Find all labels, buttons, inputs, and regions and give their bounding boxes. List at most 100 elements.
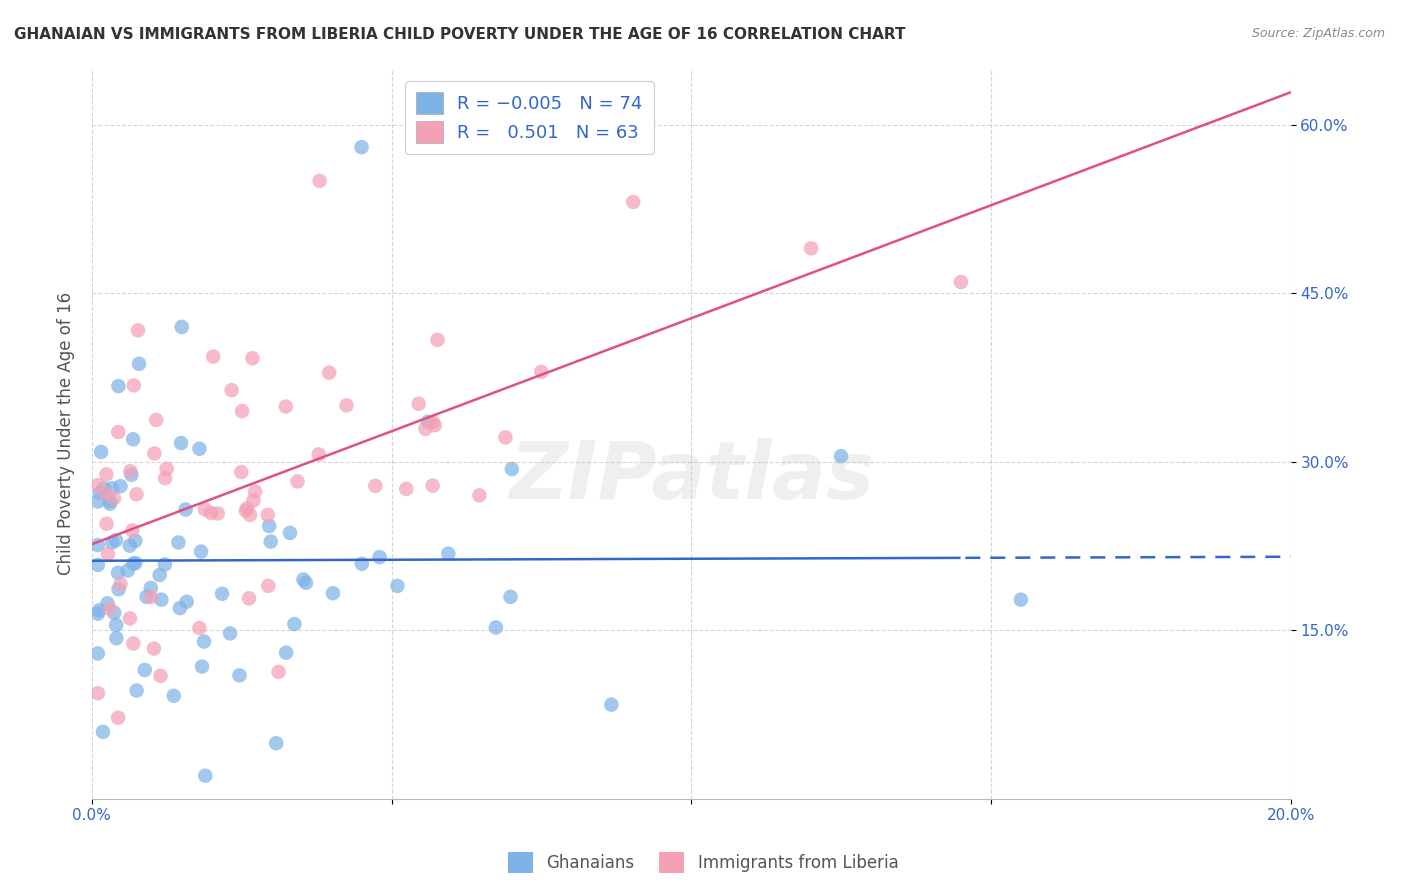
- Point: [103, 606, 125, 620]
- Point: [128, 357, 150, 371]
- Point: [98, 602, 121, 616]
- Point: [231, 465, 253, 479]
- Point: [98, 494, 121, 508]
- Point: [387, 579, 409, 593]
- Point: [600, 698, 623, 712]
- Point: [107, 582, 129, 597]
- Point: [322, 586, 344, 600]
- Point: [170, 436, 193, 450]
- Point: [368, 550, 391, 565]
- Point: [274, 646, 297, 660]
- Point: [142, 641, 165, 656]
- Point: [87, 647, 110, 661]
- Point: [239, 508, 262, 522]
- Point: [295, 575, 318, 590]
- Point: [101, 481, 124, 495]
- Point: [219, 626, 242, 640]
- Point: [242, 493, 264, 508]
- Point: [335, 398, 357, 412]
- Point: [149, 568, 172, 582]
- Point: [139, 581, 162, 595]
- Legend: R = −0.005   N = 74, R =   0.501   N = 63: R = −0.005 N = 74, R = 0.501 N = 63: [405, 81, 654, 154]
- Point: [101, 535, 124, 549]
- Point: [124, 533, 146, 548]
- Point: [318, 366, 340, 380]
- Point: [118, 539, 141, 553]
- Text: GHANAIAN VS IMMIGRANTS FROM LIBERIA CHILD POVERTY UNDER THE AGE OF 16 CORRELATIO: GHANAIAN VS IMMIGRANTS FROM LIBERIA CHIL…: [14, 27, 905, 42]
- Point: [267, 665, 290, 679]
- Point: [87, 603, 110, 617]
- Point: [176, 595, 198, 609]
- Point: [139, 590, 162, 604]
- Point: [87, 478, 110, 492]
- Point: [150, 592, 173, 607]
- Point: [127, 323, 149, 337]
- Point: [121, 524, 143, 538]
- Point: [174, 502, 197, 516]
- Point: [350, 140, 373, 154]
- Point: [423, 418, 446, 433]
- Point: [257, 519, 280, 533]
- Point: [416, 415, 439, 429]
- Point: [153, 471, 176, 485]
- Point: [89, 486, 111, 500]
- Text: Source: ZipAtlas.com: Source: ZipAtlas.com: [1251, 27, 1385, 40]
- Point: [501, 462, 523, 476]
- Point: [236, 501, 259, 516]
- Point: [800, 241, 823, 255]
- Point: [105, 631, 128, 645]
- Point: [426, 333, 449, 347]
- Point: [143, 446, 166, 460]
- Point: [104, 533, 127, 548]
- Point: [350, 557, 373, 571]
- Point: [87, 494, 110, 508]
- Point: [408, 397, 430, 411]
- Text: ZIPatlas: ZIPatlas: [509, 439, 873, 516]
- Point: [395, 482, 418, 496]
- Point: [149, 669, 172, 683]
- Point: [122, 378, 145, 392]
- Point: [156, 462, 179, 476]
- Point: [190, 544, 212, 558]
- Point: [98, 497, 121, 511]
- Point: [120, 467, 142, 482]
- Y-axis label: Child Poverty Under the Age of 16: Child Poverty Under the Age of 16: [58, 292, 75, 575]
- Point: [93, 482, 115, 496]
- Point: [200, 506, 222, 520]
- Point: [949, 275, 972, 289]
- Point: [283, 617, 305, 632]
- Point: [134, 663, 156, 677]
- Point: [153, 558, 176, 572]
- Point: [530, 365, 553, 379]
- Point: [169, 601, 191, 615]
- Point: [292, 573, 315, 587]
- Point: [91, 724, 114, 739]
- Point: [274, 400, 297, 414]
- Point: [90, 445, 112, 459]
- Point: [194, 502, 217, 516]
- Point: [260, 534, 283, 549]
- Point: [105, 618, 128, 632]
- Point: [485, 620, 508, 634]
- Point: [118, 611, 141, 625]
- Point: [422, 415, 444, 429]
- Point: [135, 590, 157, 604]
- Point: [125, 683, 148, 698]
- Point: [107, 566, 129, 580]
- Point: [163, 689, 186, 703]
- Legend: Ghanaians, Immigrants from Liberia: Ghanaians, Immigrants from Liberia: [501, 846, 905, 880]
- Point: [287, 475, 309, 489]
- Point: [1010, 592, 1032, 607]
- Point: [120, 464, 142, 478]
- Point: [238, 591, 260, 606]
- Point: [97, 547, 120, 561]
- Point: [231, 404, 253, 418]
- Point: [188, 621, 211, 635]
- Point: [257, 579, 280, 593]
- Point: [107, 379, 129, 393]
- Point: [170, 319, 193, 334]
- Point: [124, 556, 146, 570]
- Point: [188, 442, 211, 456]
- Point: [122, 557, 145, 571]
- Point: [194, 769, 217, 783]
